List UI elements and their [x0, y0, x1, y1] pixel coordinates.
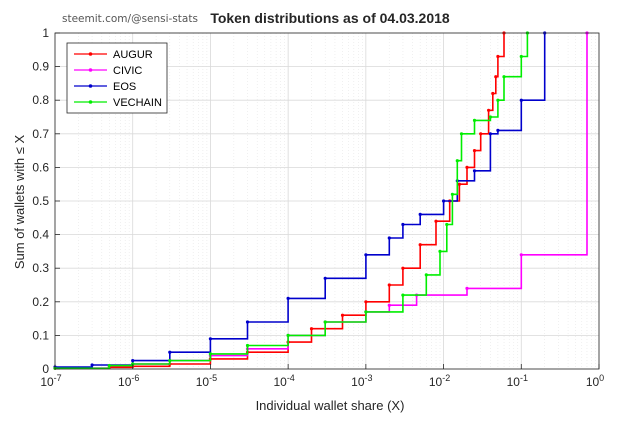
data-point-augur: [387, 283, 391, 287]
x-tick-label: 10-2: [429, 373, 450, 389]
x-tick-label: 10-6: [118, 373, 139, 389]
data-point-vechain: [450, 192, 454, 196]
data-point-eos: [286, 296, 290, 300]
data-point-vechain: [488, 115, 492, 119]
y-tick-label: 0.9: [32, 60, 49, 74]
data-point-vechain: [323, 320, 327, 324]
y-tick-label: 0.8: [32, 93, 49, 107]
data-point-augur: [465, 165, 469, 169]
data-point-vechain: [519, 54, 523, 59]
data-point-eos: [472, 169, 477, 173]
legend-label-eos: EOS: [113, 81, 136, 93]
data-point-vechain: [459, 132, 464, 136]
y-tick-label: 0.2: [32, 295, 49, 309]
data-point-augur: [487, 108, 491, 112]
legend-item-augur: AUGUR: [74, 49, 153, 61]
y-tick-label: 0.1: [32, 328, 49, 342]
data-point-eos: [131, 359, 135, 363]
data-point-augur: [418, 243, 422, 247]
x-tick-label: 10-3: [351, 373, 372, 389]
y-axis-label: Sum of wallets with ≤ X: [12, 135, 27, 270]
x-axis-label: Individual wallet share (X): [256, 398, 405, 413]
y-tick-label: 1: [42, 26, 49, 40]
data-point-augur: [494, 75, 498, 79]
data-point-augur: [309, 327, 314, 331]
data-point-vechain: [496, 98, 500, 102]
data-point-eos: [90, 363, 94, 367]
x-tick-label: 10-4: [273, 373, 294, 389]
legend-item-vechain: VECHAIN: [74, 97, 162, 109]
data-point-eos: [519, 98, 523, 102]
series-eos: [53, 31, 547, 369]
data-point-vechain: [208, 352, 212, 356]
data-point-vechain: [286, 333, 290, 337]
data-point-augur: [472, 149, 477, 153]
x-tick-label: 100: [586, 373, 604, 389]
legend-marker-eos: [88, 84, 93, 88]
x-tick-label: 10-5: [196, 373, 217, 389]
data-point-vechain: [438, 249, 442, 253]
legend-label-civic: CIVIC: [113, 65, 142, 77]
data-point-vechain: [472, 118, 477, 122]
x-tick-label: 10-1: [507, 373, 528, 389]
data-point-eos: [488, 132, 492, 136]
data-point-eos: [168, 350, 172, 354]
series-line-vechain: [55, 33, 529, 370]
y-tick-label: 0.7: [32, 127, 49, 141]
y-tick-label: 0.5: [32, 194, 49, 208]
data-point-vechain: [107, 364, 111, 368]
data-point-vechain: [445, 222, 449, 227]
legend-item-eos: EOS: [74, 81, 136, 93]
legend-label-augur: AUGUR: [113, 49, 153, 61]
y-tick-label: 0.4: [32, 228, 49, 242]
y-tick-label: 0.6: [32, 160, 49, 174]
data-point-vechain: [502, 75, 506, 79]
data-point-augur: [457, 182, 461, 186]
data-point-vechain: [455, 159, 459, 163]
data-point-civic: [387, 303, 391, 307]
data-point-eos: [418, 212, 422, 216]
y-axis-ticks: 0 0.1 0.2 0.3 0.4 0.5 0.6 0.7 0.8 0.9 1: [32, 26, 60, 376]
y-tick-label: 0.3: [32, 261, 49, 275]
legend-label-vechain: VECHAIN: [113, 97, 162, 109]
legend-marker-augur: [88, 52, 93, 56]
data-point-vechain: [424, 273, 428, 277]
chart-title: Token distributions as of 04.03.2018: [210, 10, 450, 26]
data-point-augur: [491, 91, 495, 96]
data-point-eos: [496, 128, 500, 132]
data-point-civic: [519, 253, 523, 257]
data-point-eos: [245, 320, 250, 324]
data-point-augur: [434, 219, 438, 223]
series-layer: [53, 31, 589, 370]
data-point-augur: [364, 300, 368, 304]
watermark: steemit.com/@sensi-stats: [62, 13, 198, 25]
data-point-vechain: [401, 293, 405, 297]
data-point-eos: [208, 337, 212, 341]
y-tick-label: 0: [42, 362, 49, 376]
data-point-vechain: [168, 359, 172, 363]
legend-marker-civic: [88, 68, 93, 72]
data-point-eos: [442, 199, 446, 203]
data-point-vechain: [245, 343, 250, 348]
data-point-augur: [340, 313, 345, 317]
data-point-augur: [479, 132, 483, 136]
data-point-eos: [401, 222, 405, 227]
x-axis-ticks: 10-7 10-6 10-5 10-4 10-3 10-2 10-1 100: [40, 364, 604, 389]
legend-item-civic: CIVIC: [74, 65, 142, 77]
data-point-eos: [364, 253, 368, 257]
legend: AUGUR CIVIC EOS VECHAIN: [66, 42, 168, 114]
data-point-eos: [387, 236, 391, 240]
data-point-civic: [465, 286, 469, 290]
data-point-eos: [323, 276, 327, 280]
data-point-augur: [496, 54, 500, 59]
x-tick-label: 10-7: [40, 373, 61, 389]
data-point-vechain: [364, 310, 368, 314]
data-point-augur: [401, 266, 405, 270]
legend-marker-vechain: [88, 100, 93, 104]
legend-box: [66, 42, 168, 114]
